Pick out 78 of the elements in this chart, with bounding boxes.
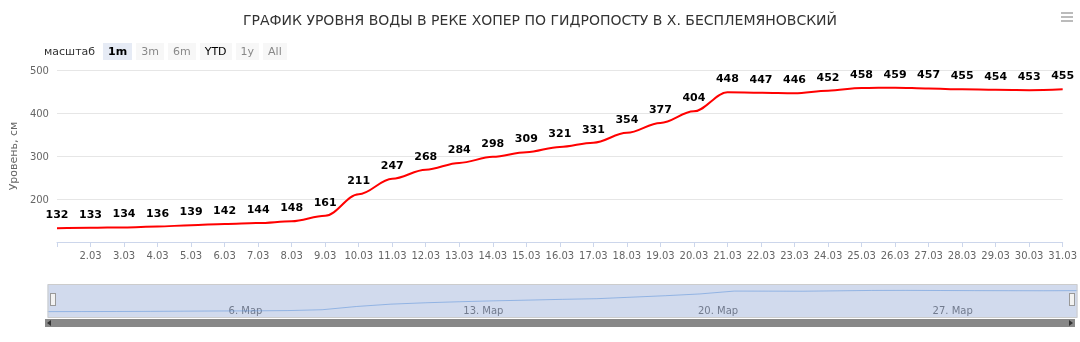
data-label: 458: [850, 68, 874, 82]
data-label: 268: [414, 149, 438, 163]
y-tick-label: 400: [29, 107, 49, 119]
data-label: 459: [883, 67, 907, 81]
data-label: 136: [146, 206, 170, 220]
data-label: 455: [950, 69, 974, 83]
x-tick-label: 30.03: [1014, 249, 1044, 261]
x-tick-label: 24.03: [813, 249, 843, 261]
data-label: 447: [749, 72, 773, 86]
chart-title: ГРАФИК УРОВНЯ ВОДЫ В РЕКЕ ХОПЕР ПО ГИДРОПОСТУ В Х. БЕСПЛЕМЯНОВСКИЙ: [242, 11, 838, 28]
x-tick-label: 14.03: [478, 249, 508, 261]
x-tick-label: 20.03: [679, 249, 709, 261]
data-label: 457: [917, 68, 941, 82]
x-tick-label: 28.03: [947, 249, 977, 261]
x-tick-label: 17.03: [579, 249, 608, 261]
y-tick-label: 500: [29, 64, 49, 76]
x-tick-label: 26.03: [880, 249, 910, 261]
text: 6m: [167, 43, 196, 60]
data-label: 161: [313, 195, 337, 209]
y-axis-title: Уровень, см: [7, 121, 20, 191]
data-label: 454: [984, 69, 1008, 83]
data-label: 452: [816, 70, 840, 84]
x-tick-label: 11.03: [377, 249, 407, 261]
x-tick-label: 19.03: [646, 249, 675, 261]
data-label: 377: [648, 102, 672, 116]
x-tick-label: 2.03: [79, 249, 102, 261]
y-tick-label: 300: [29, 150, 49, 162]
data-label: 142: [213, 203, 237, 217]
text: 13. Мар: [463, 304, 504, 316]
data-label: 404: [682, 91, 706, 105]
x-tick-label: 16.03: [545, 249, 575, 261]
x-tick-label: 23.03: [780, 249, 809, 261]
x-tick-label: 21.03: [713, 249, 742, 261]
data-label: 134: [112, 207, 136, 221]
text: 3m: [136, 43, 164, 60]
text: All: [263, 43, 287, 60]
data-label: 298: [481, 136, 505, 150]
text: 6. Мар: [228, 304, 263, 316]
x-tick-label: 27.03: [914, 249, 943, 261]
data-label: 321: [548, 126, 572, 140]
text: 27. Мар: [932, 304, 973, 316]
x-tick-label: 22.03: [746, 249, 776, 261]
data-label: 446: [783, 73, 807, 87]
x-tick-label: 8.03: [280, 249, 303, 261]
data-label: 453: [1017, 70, 1041, 84]
text: масштаб: [44, 44, 97, 60]
data-label: 331: [581, 122, 605, 136]
x-tick-label: 3.03: [112, 249, 136, 261]
data-label: 144: [246, 203, 270, 217]
text: 1m: [103, 43, 133, 60]
data-label: 284: [447, 142, 472, 156]
x-tick-label: 4.03: [146, 249, 169, 261]
data-label: 448: [715, 72, 739, 86]
data-label: 133: [79, 207, 102, 221]
x-tick-label: 6.03: [213, 249, 236, 261]
data-label: 132: [45, 208, 69, 222]
x-tick-label: 25.03: [847, 249, 876, 261]
x-tick-label: 29.03: [981, 249, 1010, 261]
x-tick-label: 10.03: [344, 249, 374, 261]
x-tick-label: 18.03: [612, 249, 642, 261]
x-tick-label: 31.03: [1048, 249, 1078, 261]
data-label: 455: [1051, 69, 1075, 83]
data-label: 354: [615, 112, 639, 126]
text: 1y: [235, 43, 260, 60]
x-tick-label: 7.03: [246, 249, 270, 261]
data-label: 309: [514, 132, 538, 146]
x-tick-label: 13.03: [444, 249, 474, 261]
x-tick-label: 5.03: [179, 249, 203, 261]
text: YTD: [199, 43, 232, 60]
x-tick-label: 12.03: [411, 249, 441, 261]
x-tick-label: 9.03: [314, 249, 337, 261]
x-tick-label: 15.03: [511, 249, 541, 261]
y-tick-label: 200: [29, 193, 49, 205]
data-label: 139: [179, 205, 203, 219]
data-label: 211: [347, 174, 371, 188]
text: 20. Мар: [697, 304, 739, 316]
data-label: 148: [280, 201, 304, 215]
data-label: 247: [380, 158, 404, 172]
